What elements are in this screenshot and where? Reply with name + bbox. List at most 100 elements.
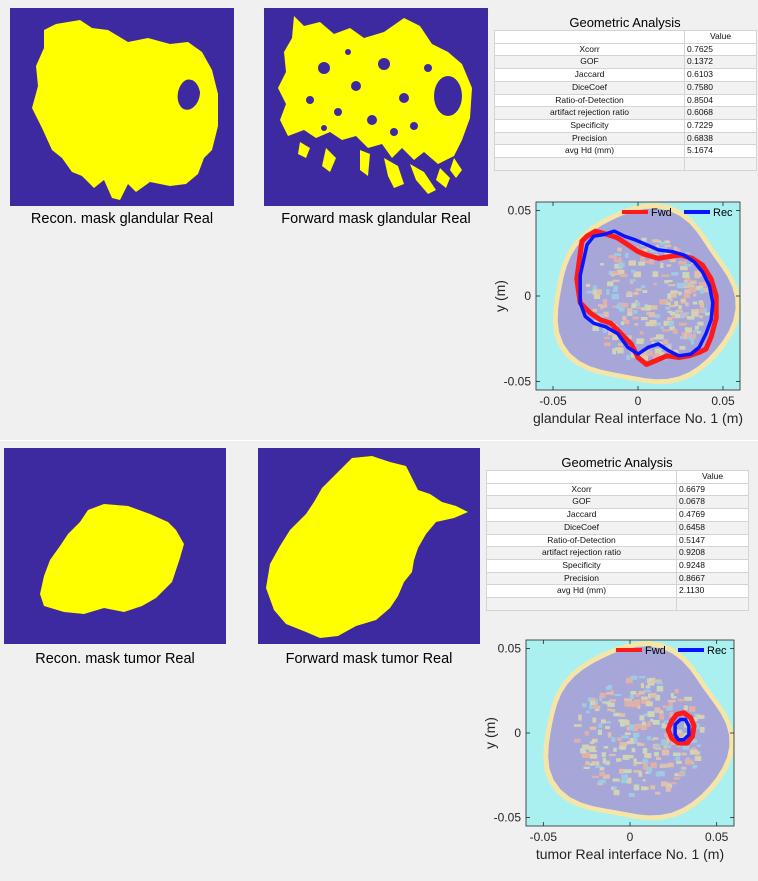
table-row: Xcorr 0.7625 <box>494 42 757 57</box>
geometric-analysis-table: Value Xcorr 0.6679 GOF 0.0678 Jaccard 0.4769 D… <box>486 470 749 611</box>
metric-value: 0.6679 <box>676 482 749 497</box>
table-row: DiceCoef 0.6458 <box>486 520 749 535</box>
series-line-fwd <box>665 710 697 746</box>
x-axis-label: tumor Real interface No. 1 (m) <box>536 846 724 862</box>
metric-name: artifact rejection ratio <box>486 546 677 560</box>
x-axis-label: glandular Real interface No. 1 (m) <box>533 410 743 426</box>
legend-label-rec: Rec <box>713 207 733 219</box>
series-line-rec <box>673 717 691 742</box>
metric-name: Specificity <box>494 118 685 133</box>
metric-value: 0.9208 <box>676 546 749 560</box>
metric-name: DiceCoef <box>494 80 685 95</box>
metric-name: artifact rejection ratio <box>494 106 685 120</box>
table-row: avg Hd (mm) 2.1130 <box>486 584 749 599</box>
recon-mask-tumor-caption: Recon. mask tumor Real <box>35 651 195 667</box>
metric-value: 0.4769 <box>676 508 749 522</box>
x-tick-label: 0.05 <box>705 830 729 844</box>
y-axis-label: y (m) <box>482 717 498 749</box>
y-tick-label: -0.05 <box>494 811 522 825</box>
series-line-rec <box>578 229 715 358</box>
table-row: Precision 0.6838 <box>494 131 757 146</box>
table-row-empty <box>494 157 757 171</box>
table-row: Jaccard 0.4769 <box>486 508 749 522</box>
table-row: artifact rejection ratio 0.6068 <box>494 106 757 120</box>
metric-name: GOF <box>486 495 677 510</box>
series-line-fwd <box>574 228 719 367</box>
empty-cell <box>486 597 677 611</box>
tumor-interface-plot: -0.05 0 0.05 -0.05 0 0.05 tumor Real interface… <box>482 639 735 862</box>
section-divider <box>0 440 758 441</box>
metric-name: avg Hd (mm) <box>486 584 677 599</box>
metric-name: GOF <box>494 55 685 70</box>
table-row: Ratio-of-Detection 0.8504 <box>494 93 757 108</box>
forward-mask-tumor-image <box>258 448 480 644</box>
metric-name: Ratio-of-Detection <box>494 93 685 108</box>
metric-name: Jaccard <box>494 68 685 82</box>
legend-label-fwd: Fwd <box>651 207 672 219</box>
table-row: GOF 0.0678 <box>486 495 749 510</box>
metric-name: Specificity <box>486 558 677 573</box>
table-row: DiceCoef 0.7580 <box>494 80 757 95</box>
table-header-blank <box>486 470 677 484</box>
metric-value: 0.9248 <box>676 558 749 573</box>
metric-name: Xcorr <box>486 482 677 497</box>
table-header-value: Value <box>676 470 749 484</box>
metric-value: 0.1372 <box>684 55 757 70</box>
metric-value: 5.1674 <box>684 144 757 159</box>
table-row: Ratio-of-Detection 0.5147 <box>486 533 749 548</box>
geometric-analysis-table: Value Xcorr 0.7625 GOF 0.1372 Jaccard 0.6103 D… <box>494 30 757 171</box>
y-tick-label: 0.05 <box>498 641 522 655</box>
y-axis-label: y (m) <box>492 280 508 312</box>
recon-mask-glandular-image <box>10 8 234 206</box>
table-row: GOF 0.1372 <box>494 55 757 70</box>
table-row-empty <box>486 597 749 611</box>
metric-value: 0.7229 <box>684 118 757 133</box>
forward-mask-glandular-image <box>264 8 488 206</box>
metric-value: 0.6458 <box>676 520 749 535</box>
empty-cell <box>684 157 757 171</box>
metric-name: Precision <box>486 571 677 586</box>
legend-label-rec: Rec <box>707 645 727 657</box>
metric-name: Jaccard <box>486 508 677 522</box>
empty-cell <box>494 157 685 171</box>
metric-value: 0.7625 <box>684 42 757 57</box>
table-row: Specificity 0.7229 <box>494 118 757 133</box>
recon-mask-tumor-image <box>4 448 226 644</box>
forward-mask-glandular-caption: Forward mask glandular Real <box>281 211 471 227</box>
table-header-blank <box>494 30 685 44</box>
legend-label-fwd: Fwd <box>645 645 666 657</box>
x-tick-label: -0.05 <box>539 394 567 408</box>
metric-name: Precision <box>494 131 685 146</box>
metric-value: 0.5147 <box>676 533 749 548</box>
tissue-texture <box>574 675 705 797</box>
table-row: Jaccard 0.6103 <box>494 68 757 82</box>
x-tick-label: 0.05 <box>711 394 735 408</box>
metric-value: 0.6838 <box>684 131 757 146</box>
forward-mask-tumor-caption: Forward mask tumor Real <box>285 651 453 667</box>
x-tick-label: 0 <box>635 394 642 408</box>
glandular-interface-plot: -0.05 0 0.05 -0.05 0 0.05 glandular Real inter… <box>492 201 743 426</box>
metric-value: 0.7580 <box>684 80 757 95</box>
metric-name: Ratio-of-Detection <box>486 533 677 548</box>
metric-value: 0.6103 <box>684 68 757 82</box>
y-tick-label: 0 <box>524 289 531 303</box>
table-row: Precision 0.8667 <box>486 571 749 586</box>
metric-name: Xcorr <box>494 42 685 57</box>
geometric-analysis-title: Geometric Analysis <box>569 15 681 30</box>
table-row: artifact rejection ratio 0.9208 <box>486 546 749 560</box>
table-header-value: Value <box>684 30 757 44</box>
y-tick-label: 0.05 <box>508 204 532 218</box>
metric-name: avg Hd (mm) <box>494 144 685 159</box>
metric-value: 0.0678 <box>676 495 749 510</box>
y-tick-label: 0 <box>514 726 521 740</box>
table-row: avg Hd (mm) 5.1674 <box>494 144 757 159</box>
table-row: Specificity 0.9248 <box>486 558 749 573</box>
empty-cell <box>676 597 749 611</box>
metric-value: 0.6068 <box>684 106 757 120</box>
metric-value: 0.8667 <box>676 571 749 586</box>
table-row: Xcorr 0.6679 <box>486 482 749 497</box>
x-tick-label: -0.05 <box>530 830 558 844</box>
x-tick-label: 0 <box>627 830 634 844</box>
metric-value: 0.8504 <box>684 93 757 108</box>
metric-name: DiceCoef <box>486 520 677 535</box>
